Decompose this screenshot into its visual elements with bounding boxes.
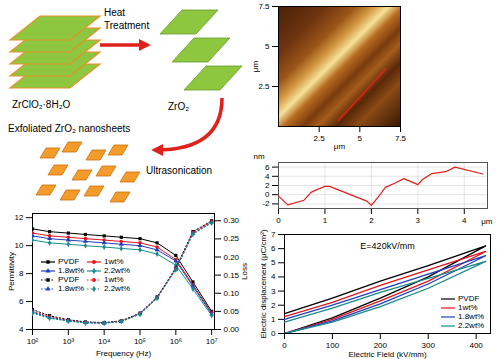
svg-text:4: 4 (19, 325, 24, 334)
svg-text:200: 200 (373, 341, 387, 351)
svg-text:0: 0 (265, 190, 270, 199)
svg-text:300: 300 (421, 341, 435, 351)
html-text:2.2wt%: 2.2wt% (458, 321, 485, 330)
svg-text:7.5: 7.5 (258, 2, 270, 11)
svg-text:12: 12 (15, 213, 24, 222)
svg-text:0.30: 0.30 (224, 216, 240, 225)
svg-text:μm: μm (334, 142, 346, 151)
svg-text:6: 6 (271, 244, 276, 253)
svg-text:5: 5 (271, 258, 276, 267)
html-text:1wt%: 1wt% (104, 257, 124, 266)
html-text:PVDF: PVDF (58, 257, 80, 266)
svg-text:3: 3 (416, 216, 421, 225)
svg-text:0: 0 (276, 216, 281, 225)
html-text:PVDF: PVDF (58, 275, 80, 284)
svg-text:10⁴: 10⁴ (98, 337, 111, 346)
svg-text:ZrO₂: ZrO₂ (168, 101, 189, 112)
svg-text:μm: μm (481, 217, 493, 226)
svg-text:1: 1 (271, 315, 276, 324)
svg-text:6: 6 (19, 297, 24, 306)
svg-text:2.5: 2.5 (258, 82, 270, 91)
svg-text:10⁵: 10⁵ (134, 337, 146, 346)
svg-text:7: 7 (271, 230, 276, 239)
svg-text:0: 0 (282, 341, 287, 350)
svg-text:10³: 10³ (63, 337, 75, 346)
svg-text:2: 2 (265, 181, 270, 190)
svg-text:1: 1 (323, 216, 328, 225)
svg-text:2: 2 (271, 301, 276, 310)
svg-text:10²: 10² (27, 337, 39, 346)
svg-text:Electric displacement (μC/cm²): Electric displacement (μC/cm²) (259, 229, 268, 338)
svg-text:7.5: 7.5 (395, 134, 407, 143)
svg-text:Loss: Loss (240, 263, 249, 280)
svg-text:Exfoliated ZrO₂ nanosheets: Exfoliated ZrO₂ nanosheets (8, 123, 130, 134)
svg-text:Electric Field (kV/mm): Electric Field (kV/mm) (348, 350, 427, 359)
svg-text:μm: μm (251, 61, 260, 73)
svg-text:4: 4 (265, 172, 270, 181)
svg-text:8: 8 (19, 269, 24, 278)
svg-text:0.25: 0.25 (224, 234, 240, 243)
svg-text:Permittivity: Permittivity (7, 252, 16, 291)
svg-text:10⁷: 10⁷ (206, 337, 218, 346)
svg-text:2.5: 2.5 (314, 134, 326, 143)
svg-text:Heat: Heat (104, 7, 125, 18)
svg-text:5: 5 (265, 42, 270, 51)
html-text:1wt%: 1wt% (104, 275, 124, 284)
svg-text:Frequency (Hz): Frequency (Hz) (96, 349, 151, 358)
svg-text:3: 3 (271, 287, 276, 296)
html-text:2.2wt%: 2.2wt% (104, 266, 131, 275)
svg-text:0.00: 0.00 (224, 325, 240, 334)
svg-text:0.20: 0.20 (224, 253, 240, 262)
html-text:1wt%: 1wt% (458, 303, 478, 312)
html-text:1.8wt%: 1.8wt% (458, 312, 485, 321)
html-text:2.2wt%: 2.2wt% (104, 284, 131, 293)
svg-text:E=420kV/mm: E=420kV/mm (360, 241, 414, 251)
svg-text:10⁶: 10⁶ (170, 337, 182, 346)
svg-text:10: 10 (15, 241, 24, 250)
svg-text:6: 6 (265, 163, 270, 172)
svg-text:Ultrasonication: Ultrasonication (146, 165, 212, 176)
svg-text:0.05: 0.05 (224, 307, 240, 316)
html-text:1.8wt%: 1.8wt% (58, 284, 85, 293)
svg-text:4: 4 (462, 216, 467, 225)
svg-text:4: 4 (271, 272, 276, 281)
svg-text:5: 5 (358, 134, 363, 143)
svg-text:2: 2 (369, 216, 374, 225)
svg-text:100: 100 (326, 341, 340, 350)
html-text:1.8wt%: 1.8wt% (58, 266, 85, 275)
html-text:PVDF: PVDF (458, 294, 480, 303)
svg-text:ZrClO₂·8H₂O: ZrClO₂·8H₂O (12, 99, 71, 110)
svg-text:400: 400 (469, 341, 483, 350)
svg-text:Treatment: Treatment (104, 20, 149, 31)
svg-text:-2: -2 (262, 199, 270, 208)
svg-text:0: 0 (271, 329, 276, 338)
svg-text:0.10: 0.10 (224, 289, 240, 298)
svg-text:0.15: 0.15 (224, 271, 240, 280)
svg-text:nm: nm (254, 152, 265, 161)
